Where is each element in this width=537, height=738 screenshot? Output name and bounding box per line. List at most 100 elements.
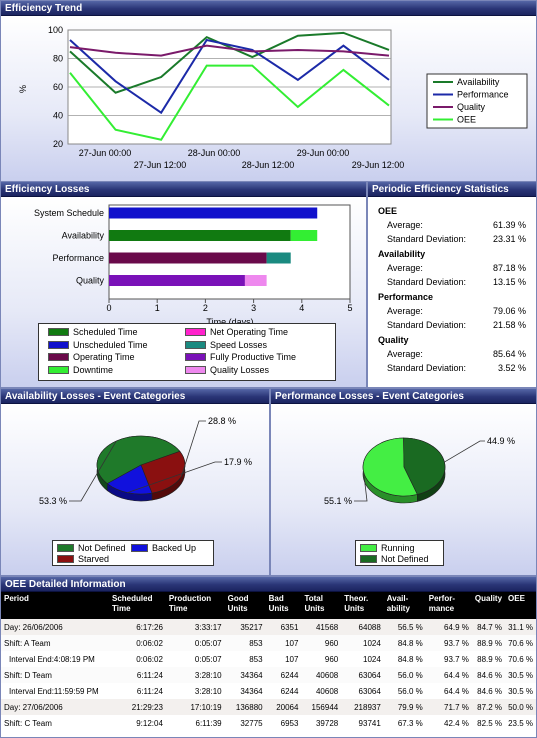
table-cell: 39728 <box>315 718 339 728</box>
stats-stddev-label: Standard Deviation: <box>387 234 467 244</box>
table-cell: 84.7 % <box>471 619 506 635</box>
table-cell: 853 <box>249 654 263 664</box>
loss-legend-item: Fully Productive Time <box>185 352 296 363</box>
table-cell: 40608 <box>315 686 339 696</box>
stats-average-label: Average: <box>387 349 423 359</box>
table-cell: 63064 <box>358 686 381 696</box>
stats-stddev-value: 21.58 % <box>492 320 526 330</box>
table-header-cell: Total Units <box>301 592 342 619</box>
table-cell: 71.7 % <box>425 699 472 715</box>
table-cell: 84.6 % <box>477 686 503 696</box>
efficiency-losses-panel: Efficiency Losses System Schedule Availab… <box>0 181 367 388</box>
availability-pie-legend: Not Defined Starved Backed Up <box>52 540 214 566</box>
periodic-stats-panel: Periodic Efficiency Statistics OEE Averag… <box>367 181 537 388</box>
loss-x-tick: 4 <box>299 303 304 313</box>
table-cell: 32775 <box>240 718 263 728</box>
pie-legend-label: Backed Up <box>152 543 197 553</box>
trend-x-tick: 28-Jun 00:00 <box>188 148 241 158</box>
loss-legend-item: Downtime <box>48 365 113 376</box>
table-row: Day: 26/06/2006 6:17:26 3:33:17 35217 6351 41… <box>1 619 536 635</box>
stats-average-value: 87.18 % <box>492 263 526 273</box>
loss-x-tick: 1 <box>155 303 160 313</box>
table-cell: 34364 <box>224 667 266 683</box>
pie-legend-swatch <box>131 544 148 552</box>
oee-detail-panel: OEE Detailed Information Period Scheduled… <box>0 576 537 738</box>
stats-stddev-row: Standard Deviation: 21.58 % <box>378 318 526 332</box>
table-cell: 84.8 % <box>397 654 423 664</box>
stats-average-value: 85.64 % <box>492 349 526 359</box>
table-cell: 6:11:39 <box>195 718 222 728</box>
table-cell: 17:10:19 <box>165 699 225 715</box>
table-header-cell: Good Units <box>224 592 266 619</box>
performance-pie-chart: 55.1 % 44.9 % <box>324 436 515 506</box>
stats-section-title: Availability <box>378 249 426 259</box>
trend-series-oee <box>69 64 390 141</box>
loss-legend-swatch <box>185 340 206 349</box>
table-row: Day: 27/06/2006 21:29:23 17:10:19 136880 200… <box>1 699 536 715</box>
loss-legend-swatch <box>185 353 206 361</box>
table-cell: 56.0 % <box>397 686 423 696</box>
table-cell: 50.0 % <box>505 699 536 715</box>
loss-x-tick: 0 <box>106 303 111 313</box>
loss-x-tick: 5 <box>347 303 352 313</box>
table-cell: 31.1 % <box>505 619 536 635</box>
table-cell: 0:06:02 <box>109 635 166 651</box>
loss-category-label: Availability <box>62 231 105 241</box>
table-cell: 41568 <box>301 619 342 635</box>
loss-bar-unscheduled-time <box>109 207 318 219</box>
table-cell: 64.4 % <box>425 667 472 683</box>
loss-legend-swatch <box>48 328 69 336</box>
table-cell: 6:11:24 <box>136 686 163 696</box>
trend-y-tick: 40 <box>53 111 63 121</box>
loss-legend-swatch <box>48 365 69 374</box>
table-cell: 21:29:23 <box>109 699 166 715</box>
stats-stddev-value: 23.31 % <box>492 234 526 244</box>
losses-legend: Scheduled Time Net Operating Time Unschedu… <box>38 323 336 381</box>
table-header-cell: OEE <box>505 592 536 619</box>
loss-legend-item: Net Operating Time <box>185 327 288 338</box>
loss-legend-swatch <box>48 353 69 361</box>
table-cell: 6953 <box>280 718 299 728</box>
availability-pie-chart: 53.3 % 28.8 % 17.9 % <box>39 416 252 506</box>
trend-x-tick: 29-Jun 12:00 <box>352 160 405 170</box>
periodic-stats-title: Periodic Efficiency Statistics <box>368 182 536 197</box>
stats-average-value: 61.39 % <box>492 220 526 230</box>
trend-y-tick: 60 <box>53 82 63 92</box>
table-header-row: Period Scheduled Time Production Time Good … <box>1 592 536 619</box>
table-cell: 1024 <box>341 635 384 651</box>
table-row: Shift: D Team 6:11:24 3:28:10 34364 6244 4060… <box>1 667 536 683</box>
table-cell: 107 <box>285 654 299 664</box>
loss-bar-quality-losses <box>244 275 267 286</box>
table-cell: 79.9 % <box>383 699 426 715</box>
loss-x-tick: 2 <box>203 303 208 313</box>
trend-y-axis-label: % <box>18 85 28 93</box>
table-cell: 67.3 % <box>397 718 423 728</box>
table-cell: 82.5 % <box>477 718 503 728</box>
loss-legend-swatch <box>48 340 69 349</box>
trend-x-tick: 27-Jun 12:00 <box>134 160 187 170</box>
performance-pie-legend: Running Not Defined <box>355 540 444 566</box>
trend-series-availability <box>69 31 390 94</box>
loss-legend-item: Speed Losses <box>185 340 267 351</box>
losses-x-axis-label: Time (days) <box>206 317 253 327</box>
loss-legend-item: Unscheduled Time <box>48 340 148 351</box>
table-cell: 63064 <box>341 667 384 683</box>
efficiency-trend-title: Efficiency Trend <box>1 1 536 16</box>
loss-legend-item: Quality Losses <box>185 365 269 376</box>
trend-x-tick: 29-Jun 00:00 <box>297 148 350 158</box>
table-period-cell: Day: 26/06/2006 <box>1 619 109 635</box>
stats-section-title: Performance <box>378 292 434 302</box>
loss-category-label: Quality <box>76 276 105 286</box>
pie-leader-line <box>354 471 368 502</box>
loss-category-label: System Schedule <box>34 208 104 218</box>
table-cell: 0:05:07 <box>165 635 225 651</box>
table-cell: 64.9 % <box>425 619 472 635</box>
table-cell: 70.6 % <box>505 635 536 651</box>
table-period-cell: Shift: D Team <box>1 667 109 683</box>
trend-legend-label: Quality <box>457 102 486 112</box>
table-header-cell: Scheduled Time <box>109 592 166 619</box>
stats-stddev-value: 3.52 % <box>497 363 526 373</box>
pie-legend-item: Not Defined <box>57 543 126 554</box>
table-cell: 6:11:24 <box>109 667 166 683</box>
pie-value-label: 53.3 % <box>39 496 67 506</box>
